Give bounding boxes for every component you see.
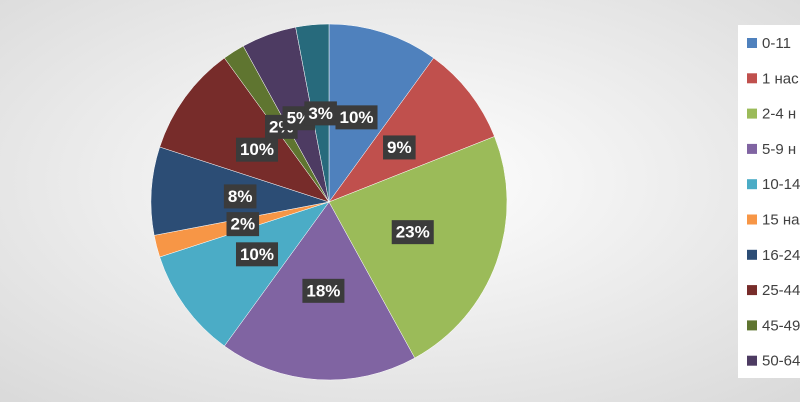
value-label-box — [223, 184, 257, 209]
value-labels: 10%9%23%18%10%2%8%10%2%5%3% — [223, 101, 434, 303]
value-label-group: 10% — [335, 105, 378, 130]
legend-label: 0-11 — [762, 35, 791, 52]
value-label-box — [302, 278, 345, 303]
value-label-group: 9% — [383, 135, 416, 160]
legend-swatch — [747, 179, 757, 190]
value-label-box — [235, 137, 279, 162]
legend-label: 15 на — [762, 211, 800, 228]
value-label: 10% — [240, 140, 274, 159]
legend-label: 50-64 — [762, 353, 800, 370]
legend-swatch — [747, 320, 757, 331]
legend-swatch — [747, 73, 757, 84]
legend: 0-11 1 нас 2-4 н 5-9 н 10-14 15 на 16-24 25-44 4… — [747, 35, 800, 370]
value-label: 8% — [228, 187, 253, 206]
legend-label: 1 нас — [762, 70, 799, 87]
pie — [150, 23, 508, 381]
value-label-box — [304, 101, 337, 126]
value-label: 10% — [339, 108, 373, 127]
legend-swatch — [747, 38, 757, 48]
value-label-group: 3% — [304, 101, 337, 126]
value-label-box — [335, 105, 378, 130]
value-label-group: 2% — [226, 212, 260, 237]
pie-slice — [159, 201, 330, 347]
value-label: 23% — [396, 223, 430, 242]
legend-label: 16-24 — [762, 247, 800, 264]
legend-swatch — [747, 249, 757, 260]
value-label: 10% — [240, 245, 274, 264]
value-label-group: 18% — [302, 278, 345, 303]
value-label-box — [226, 212, 260, 237]
value-label: 9% — [387, 138, 412, 157]
legend-label: 25-44 — [762, 282, 800, 299]
legend-swatch — [747, 214, 757, 225]
legend-swatch — [747, 355, 757, 366]
value-label: 18% — [306, 281, 340, 300]
value-label: 2% — [231, 215, 256, 234]
pie-slice — [328, 23, 434, 203]
value-label: 3% — [308, 104, 333, 123]
legend-label: 5-9 н — [762, 141, 796, 158]
legend-swatch — [747, 285, 757, 296]
value-label-group: 10% — [235, 137, 279, 162]
pie-slice — [328, 57, 495, 203]
value-label-group: 10% — [235, 242, 279, 267]
value-label-group: 23% — [391, 220, 434, 245]
legend-label: 2-4 н — [762, 106, 796, 123]
legend-box — [738, 25, 800, 378]
pie-slice — [328, 136, 508, 359]
value-label-box — [235, 242, 279, 267]
pie-slice — [159, 57, 330, 203]
legend-label: 10-14 — [762, 176, 800, 193]
legend-swatch — [747, 108, 757, 119]
value-label-box — [391, 220, 434, 245]
legend-swatch — [747, 143, 757, 154]
legend-label: 45-49 — [762, 317, 800, 334]
value-label-box — [383, 135, 416, 160]
value-label-group: 8% — [223, 184, 257, 209]
